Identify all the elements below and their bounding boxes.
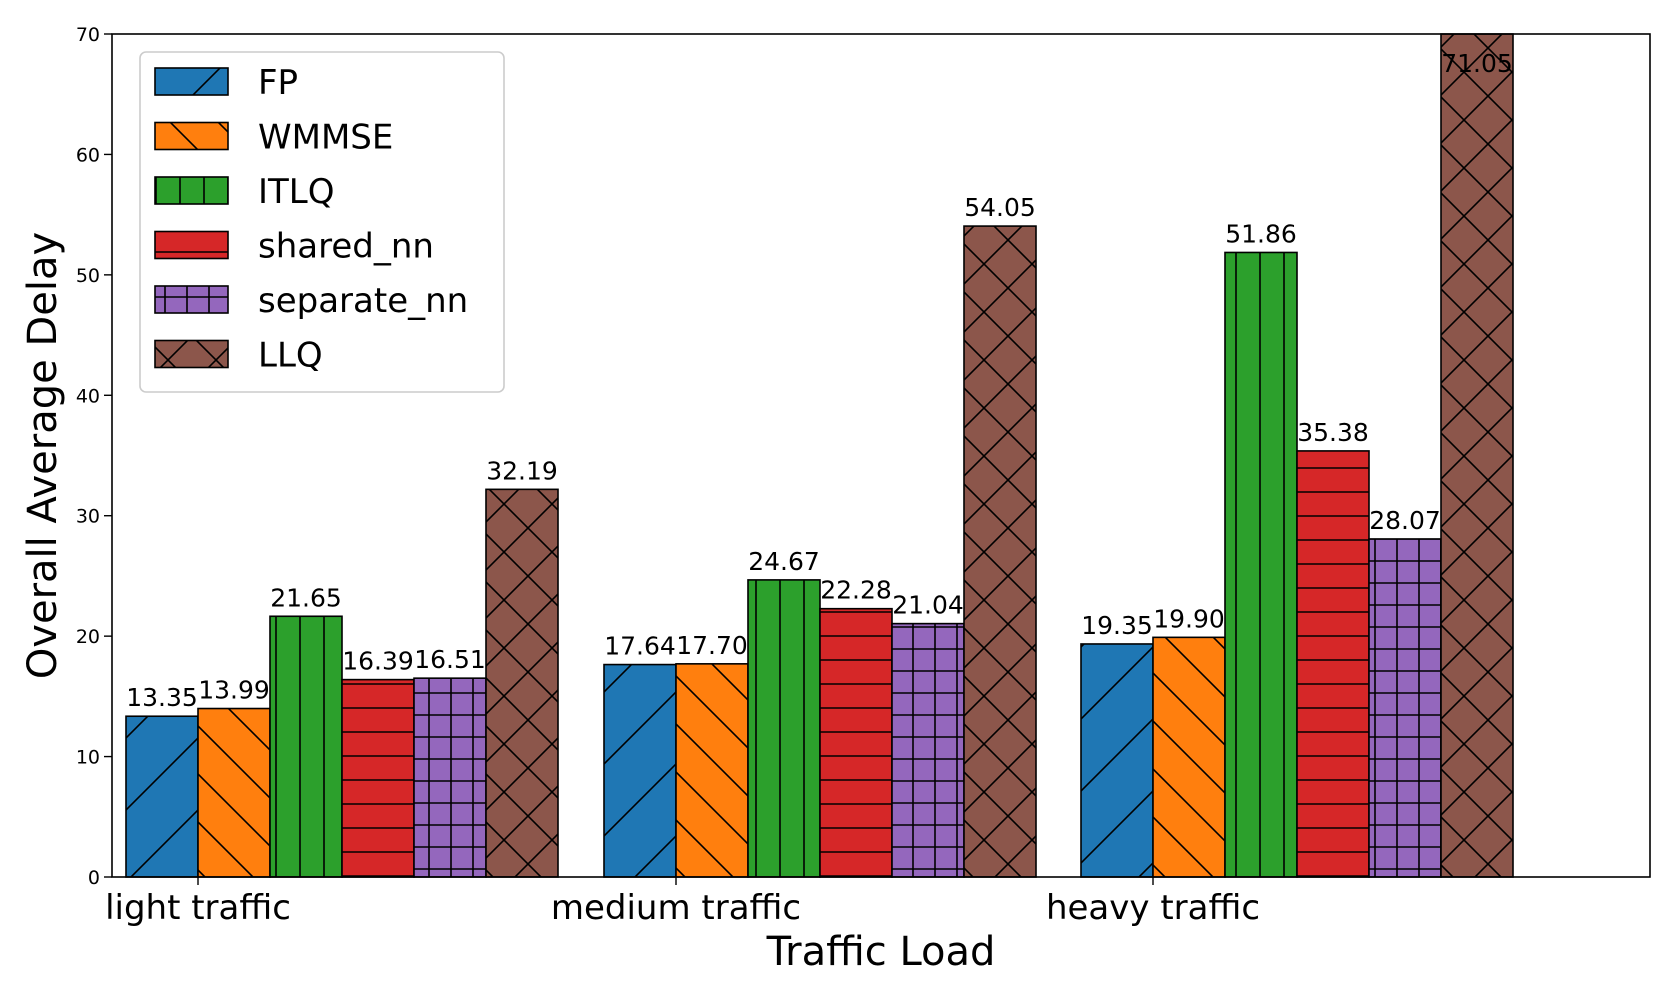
legend-label-ITLQ: ITLQ (258, 172, 335, 212)
legend-label-WMMSE: WMMSE (258, 118, 393, 158)
y-tick-label: 20 (76, 626, 100, 648)
legend-swatch-WMMSE (154, 121, 229, 151)
bar-shared_nn-0 (341, 678, 415, 878)
legend: FP WMMSE ITLQ shared_nn separate_nn LLQ (139, 51, 505, 393)
x-category-label: heavy traffic (1046, 888, 1260, 928)
data-label: 35.38 (1297, 418, 1369, 447)
legend-swatch-separate_nn (154, 285, 229, 314)
bar-LLQ-2 (1440, 33, 1514, 878)
data-label: 21.04 (892, 591, 964, 620)
legend-label-LLQ: LLQ (258, 336, 323, 376)
legend-swatch-LLQ (154, 339, 229, 369)
data-label: 16.51 (414, 645, 486, 674)
bar-separate_nn-2 (1368, 538, 1442, 878)
legend-swatch-shared_nn (154, 230, 229, 260)
bar-FP-1 (603, 663, 677, 878)
data-label: 19.90 (1153, 604, 1225, 633)
data-labels: 13.35 13.99 21.65 16.39 16.51 32.19 17.64 17.70… (126, 49, 1513, 712)
bar-FP-0 (125, 715, 199, 878)
legend-label-FP: FP (258, 63, 298, 103)
legend-box (139, 51, 505, 393)
x-category-label: medium traffic (551, 888, 801, 928)
data-label: 51.86 (1225, 219, 1297, 248)
bar-ITLQ-1 (747, 579, 821, 878)
y-axis: 0 10 20 30 40 50 60 70 (76, 24, 112, 889)
bar-separate_nn-0 (413, 677, 487, 878)
bars-layer (125, 33, 1514, 878)
bar-WMMSE-1 (675, 663, 749, 878)
plot-frame (111, 33, 1651, 878)
y-tick-label: 0 (88, 867, 100, 889)
legend-label-shared_nn: shared_nn (258, 227, 434, 267)
data-label: 22.28 (820, 576, 892, 605)
bar-LLQ-0 (485, 488, 559, 878)
data-label: 24.67 (748, 547, 820, 576)
bar-WMMSE-2 (1152, 636, 1226, 878)
bar-ITLQ-0 (269, 615, 343, 878)
y-tick-label: 60 (76, 144, 100, 166)
data-label: 13.35 (126, 683, 198, 712)
data-label: 19.35 (1081, 611, 1153, 640)
x-axis: light traffic medium traffic heavy traffic (105, 877, 1260, 928)
bar-shared_nn-2 (1296, 450, 1370, 878)
y-tick-label: 50 (76, 265, 100, 287)
data-label: 54.05 (964, 193, 1036, 222)
bar-shared_nn-1 (819, 607, 893, 878)
y-tick-label: 10 (76, 747, 100, 769)
data-label: 71.05 (1441, 49, 1513, 78)
data-label: 17.64 (604, 632, 676, 661)
legend-label-separate_nn: separate_nn (258, 281, 468, 321)
bar-WMMSE-0 (197, 707, 271, 878)
y-axis-title: Overall Average Delay (20, 232, 66, 679)
bar-ITLQ-2 (1224, 251, 1298, 878)
bar-separate_nn-1 (891, 622, 965, 878)
legend-swatch-FP (154, 67, 229, 96)
data-label: 28.07 (1369, 506, 1441, 535)
data-label: 16.39 (342, 647, 414, 676)
x-axis-title: Traffic Load (766, 929, 996, 975)
bar-FP-2 (1080, 643, 1154, 878)
data-label: 32.19 (486, 456, 558, 485)
legend-swatch-ITLQ (154, 176, 229, 205)
data-label: 13.99 (198, 676, 270, 705)
bar-LLQ-1 (963, 225, 1037, 878)
y-tick-label: 40 (76, 385, 100, 407)
y-tick-label: 30 (76, 506, 100, 528)
y-tick-label: 70 (76, 24, 100, 46)
data-label: 21.65 (270, 583, 342, 612)
x-category-label: light traffic (105, 888, 291, 928)
data-label: 17.70 (676, 631, 748, 660)
